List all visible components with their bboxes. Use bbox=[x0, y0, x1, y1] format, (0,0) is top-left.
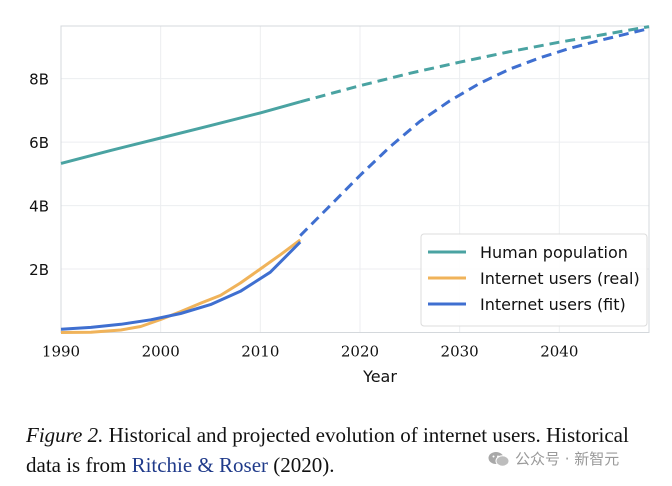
watermark-text: 公众号 · 新智元 bbox=[515, 450, 620, 468]
y-tick-label: 2B bbox=[29, 261, 49, 279]
y-tick-label: 4B bbox=[29, 198, 49, 216]
y-tick-label: 8B bbox=[29, 71, 49, 89]
series-layer bbox=[60, 25, 650, 334]
x-axis-label: Year bbox=[362, 367, 397, 386]
caption-text-end: (2020). bbox=[268, 453, 335, 477]
series-line-human-population bbox=[60, 100, 301, 165]
x-tick-label: 1990 bbox=[42, 343, 80, 361]
legend-box bbox=[420, 233, 648, 327]
figure-caption: Figure 2. Historical and projected evolu… bbox=[26, 420, 656, 480]
series-line-internet-users-fit-projected bbox=[299, 27, 650, 237]
plot-frame bbox=[60, 25, 650, 333]
x-axis-ticks: 1990 2000 2010 2020 2030 2040 bbox=[42, 343, 578, 361]
y-axis-ticks: 2B 4B 6B 8B bbox=[29, 71, 49, 279]
legend: Human population Internet users (real) Int… bbox=[420, 233, 648, 327]
x-tick-label: 2020 bbox=[341, 343, 379, 361]
wechat-icon bbox=[488, 451, 510, 467]
legend-label: Internet users (real) bbox=[480, 269, 640, 288]
y-tick-label: 6B bbox=[29, 134, 49, 152]
citation-link[interactable]: Ritchie & Roser bbox=[131, 453, 269, 477]
legend-label: Human population bbox=[480, 243, 628, 262]
series-line-human-population-projected bbox=[299, 25, 650, 104]
x-tick-label: 2000 bbox=[142, 343, 180, 361]
x-tick-label: 2010 bbox=[241, 343, 279, 361]
watermark: 公众号 · 新智元 bbox=[488, 448, 619, 469]
legend-label: Internet users (fit) bbox=[480, 295, 626, 314]
x-tick-label: 2030 bbox=[441, 343, 479, 361]
x-tick-label: 2040 bbox=[540, 343, 578, 361]
series-line-internet-users-real bbox=[60, 238, 302, 334]
series-line-internet-users-fit bbox=[60, 241, 302, 331]
grid bbox=[60, 26, 649, 333]
figure-label: Figure 2. bbox=[26, 423, 104, 447]
caption-text: Historical and projected evolution of in… bbox=[26, 423, 629, 477]
chart: 1990 2000 2010 2020 2030 2040 2B 4B 6B 8B Year H… bbox=[29, 25, 650, 386]
